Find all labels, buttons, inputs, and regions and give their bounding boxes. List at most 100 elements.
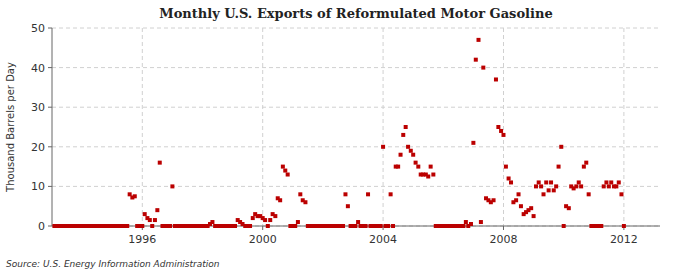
point (411, 153, 415, 157)
point (416, 165, 420, 169)
point (622, 224, 626, 228)
point (579, 184, 583, 188)
point (346, 204, 350, 208)
axes: 0102030405019962000200420082012 (31, 22, 660, 246)
point (552, 188, 556, 192)
point (283, 169, 287, 173)
point (356, 220, 360, 224)
point (248, 224, 252, 228)
point (464, 220, 468, 224)
point (341, 224, 345, 228)
point (557, 165, 561, 169)
point (539, 184, 543, 188)
point (504, 165, 508, 169)
y-axis-label: Thousand Barrels per Day (5, 62, 16, 193)
point (617, 180, 621, 184)
point (150, 224, 154, 228)
point (607, 184, 611, 188)
point (479, 220, 483, 224)
point (602, 184, 606, 188)
point (614, 184, 618, 188)
point (298, 192, 302, 196)
point (140, 224, 144, 228)
point (582, 165, 586, 169)
point (293, 224, 297, 228)
point (514, 198, 518, 202)
point (396, 165, 400, 169)
point (263, 218, 267, 222)
point (481, 66, 485, 70)
point (281, 165, 285, 169)
point (148, 218, 152, 222)
point (549, 180, 553, 184)
point (406, 145, 410, 149)
point (559, 145, 563, 149)
point (567, 206, 571, 210)
point (426, 175, 430, 179)
point (537, 180, 541, 184)
point (210, 220, 214, 224)
point (577, 180, 581, 184)
point (517, 192, 521, 196)
point (469, 222, 473, 226)
point (386, 224, 390, 228)
point (544, 180, 548, 184)
point (587, 192, 591, 196)
grid-line (52, 107, 660, 108)
point (170, 184, 174, 188)
point (414, 161, 418, 165)
point (604, 180, 608, 184)
point (509, 180, 513, 184)
point (233, 224, 237, 228)
point (409, 149, 413, 153)
point (529, 206, 533, 210)
tick-label: 1996 (128, 233, 156, 246)
point (532, 214, 536, 218)
tick-label: 20 (31, 141, 45, 154)
point (547, 188, 551, 192)
point (499, 129, 503, 133)
point (266, 224, 270, 228)
point (303, 200, 307, 204)
point (125, 224, 129, 228)
point (278, 198, 282, 202)
grid (52, 28, 660, 226)
point (389, 192, 393, 196)
y-axis-line (52, 28, 53, 226)
point (366, 192, 370, 196)
point (286, 173, 290, 177)
point (401, 133, 405, 137)
point (399, 153, 403, 157)
grid-line (52, 186, 660, 187)
point (296, 220, 300, 224)
point (133, 194, 137, 198)
point (501, 133, 505, 137)
tick-label: 50 (31, 22, 45, 35)
point (461, 224, 465, 228)
point (562, 224, 566, 228)
tick-mark (48, 146, 52, 147)
grid-line (52, 28, 660, 29)
point (404, 125, 408, 129)
tick-mark (48, 107, 52, 108)
grid-line (623, 28, 624, 226)
point (574, 184, 578, 188)
point (364, 224, 368, 228)
title: Monthly U.S. Exports of Reformulated Mot… (159, 6, 552, 21)
point (542, 192, 546, 196)
grid-line (52, 67, 660, 68)
tick-label: 30 (31, 101, 45, 114)
grid-line (142, 28, 143, 226)
tick-mark (262, 226, 263, 230)
point (507, 176, 511, 180)
point (353, 224, 357, 228)
point (168, 224, 172, 228)
point (496, 125, 500, 129)
tick-mark (48, 67, 52, 68)
grid-line (52, 146, 660, 147)
point (477, 38, 481, 42)
point (492, 198, 496, 202)
point (429, 165, 433, 169)
point (273, 214, 277, 218)
point (534, 184, 538, 188)
